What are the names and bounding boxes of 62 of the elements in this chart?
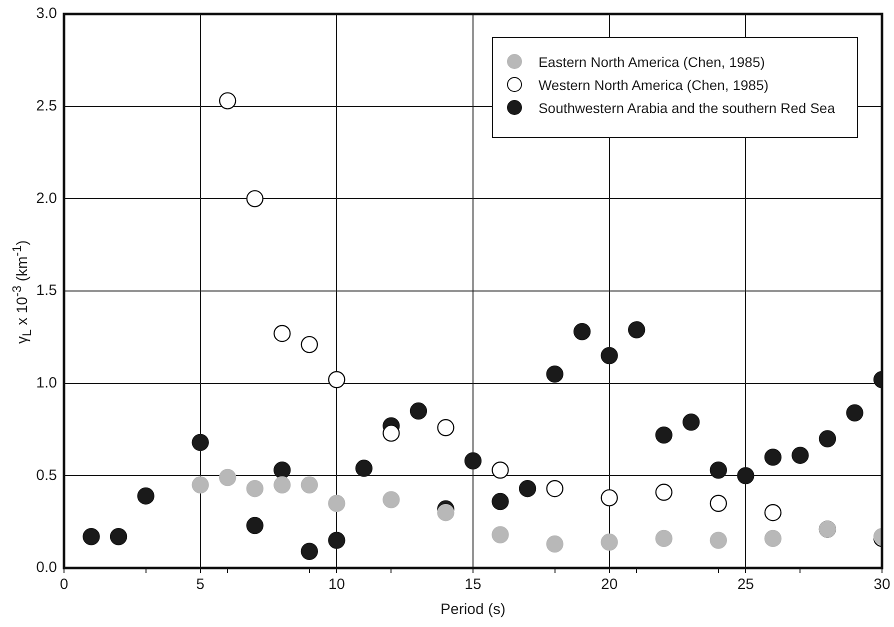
point	[764, 530, 782, 548]
point	[600, 489, 618, 506]
point	[300, 476, 318, 494]
point	[492, 526, 509, 544]
point	[710, 462, 727, 479]
point	[655, 530, 672, 548]
point	[846, 404, 864, 422]
point	[792, 446, 809, 464]
y-tick-label: 3.0	[36, 5, 57, 22]
point	[355, 460, 373, 477]
point	[246, 516, 264, 534]
point	[518, 480, 536, 498]
y-tick-label: 1.0	[36, 374, 57, 392]
point	[137, 487, 154, 505]
x-tick-label: 30	[874, 576, 890, 594]
point	[764, 448, 782, 466]
x-tick-label: 5	[196, 576, 205, 594]
point	[110, 528, 128, 546]
point	[737, 467, 754, 484]
point	[219, 468, 236, 486]
point	[682, 414, 700, 431]
point	[192, 476, 209, 494]
legend-label: Eastern North America (Chen, 1985)	[538, 54, 765, 70]
x-tick-label: 10	[328, 576, 346, 594]
x-tick-label: 0	[60, 576, 68, 594]
point	[328, 494, 346, 512]
point	[546, 366, 564, 383]
point	[274, 462, 291, 479]
point	[655, 426, 672, 444]
point	[410, 402, 428, 420]
legend-label: Western North America (Chen, 1985)	[538, 76, 769, 92]
x-tick-label: 15	[464, 576, 482, 594]
point	[328, 532, 346, 549]
point	[818, 430, 836, 448]
point	[274, 476, 291, 494]
point	[246, 190, 264, 208]
y-tick-label: 0.0	[36, 559, 57, 576]
point	[328, 371, 346, 388]
x-tick-label: 25	[737, 576, 754, 594]
point	[628, 321, 646, 338]
point	[382, 491, 400, 508]
point	[246, 480, 264, 498]
point	[600, 347, 618, 364]
y-tick-label: 2.5	[36, 97, 57, 114]
point	[600, 534, 618, 551]
point	[573, 323, 591, 340]
point	[710, 532, 727, 549]
legend-label: Southwestern Arabia and the southern Red Sea	[538, 100, 835, 116]
point	[492, 492, 509, 510]
point	[192, 434, 209, 452]
y-tick-label: 2.0	[36, 190, 57, 207]
x-axis-title: Period (s)	[440, 601, 506, 618]
x-tick-label: 20	[600, 576, 618, 594]
point	[300, 542, 318, 560]
point	[546, 535, 564, 553]
point	[82, 528, 100, 546]
y-tick-label: 0.5	[36, 466, 57, 484]
y-tick-label: 1.5	[36, 282, 57, 300]
point	[382, 424, 400, 442]
point	[492, 462, 509, 479]
point	[464, 452, 482, 470]
point	[437, 504, 454, 522]
